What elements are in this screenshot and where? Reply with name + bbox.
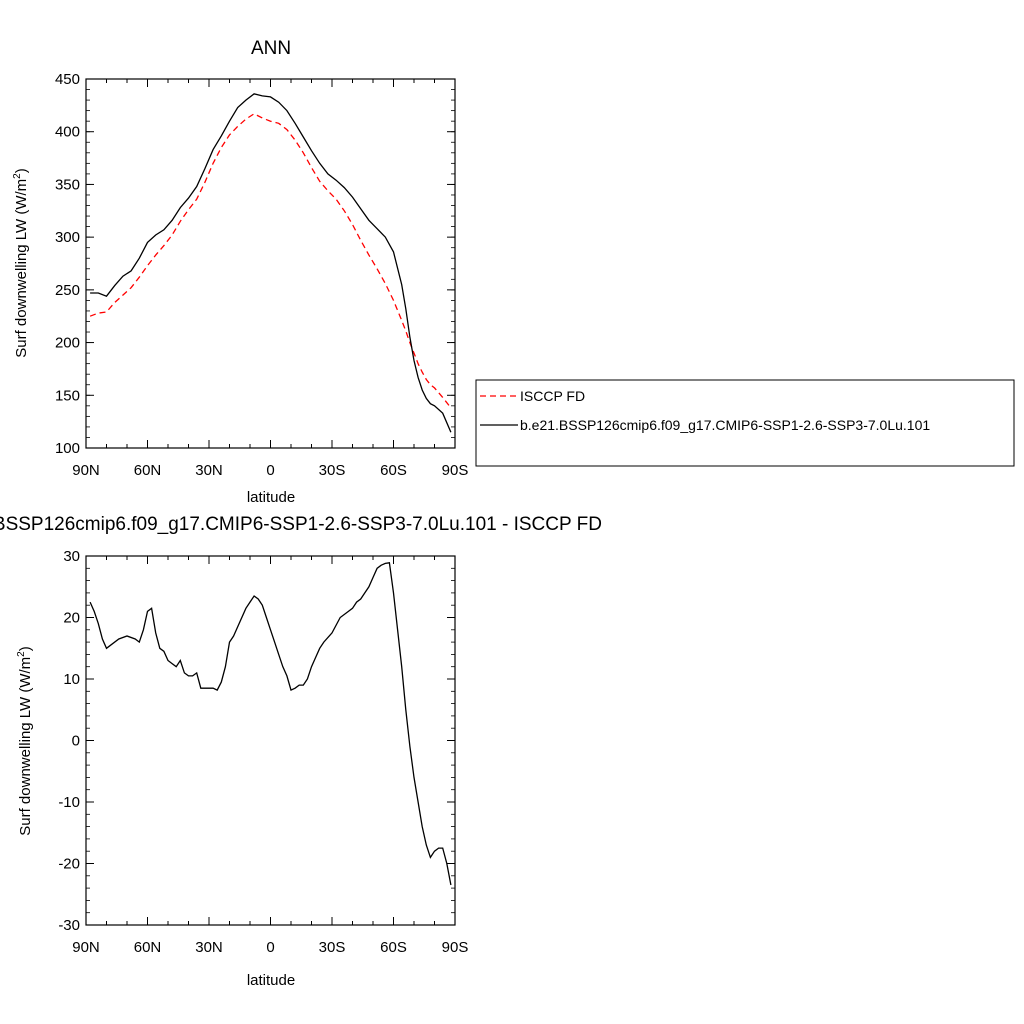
y-tick-label: 350 xyxy=(55,176,80,193)
y-tick-label: -10 xyxy=(58,794,80,811)
y-tick-label: -30 xyxy=(58,917,80,934)
bottom-panel: b.e21.BSSP126cmip6.f09_g17.CMIP6-SSP1-2.… xyxy=(0,514,602,989)
x-tick-label: 60N xyxy=(134,939,162,956)
x-tick-label: 0 xyxy=(266,939,274,956)
x-tick-label: 60S xyxy=(380,939,407,956)
series-line-0 xyxy=(89,113,452,409)
x-tick-label: 0 xyxy=(266,462,274,479)
bottom-plot-lines xyxy=(89,562,452,886)
y-tick-label: 100 xyxy=(55,440,80,457)
bottom-y-axis-label: Surf downwelling LW (W/m2) xyxy=(16,646,34,836)
x-tick-label: 60N xyxy=(134,462,162,479)
y-tick-label: -20 xyxy=(58,856,80,873)
top-x-axis-label: latitude xyxy=(247,489,295,506)
x-tick-label: 30S xyxy=(319,939,346,956)
series-line-1 xyxy=(90,93,452,433)
legend-box xyxy=(475,379,1015,467)
bottom-axis-ticks: 90N 60N 30N 0 30S 60S 90S -30 -20 -10 0 10 20 30 xyxy=(58,548,468,956)
series-line-0 xyxy=(89,562,452,886)
y-tick-label: 20 xyxy=(63,610,80,627)
top-plot-frame xyxy=(85,78,456,449)
x-tick-label: 90S xyxy=(442,939,469,956)
bottom-x-axis-label: latitude xyxy=(247,972,295,989)
bottom-plot-frame xyxy=(85,555,456,926)
x-tick-label: 30N xyxy=(195,462,223,479)
x-tick-label: 90N xyxy=(72,462,100,479)
y-tick-label: 250 xyxy=(55,282,80,299)
y-tick-label: 0 xyxy=(72,733,80,750)
x-tick-label: 30S xyxy=(319,462,346,479)
top-chart-title: ANN xyxy=(251,38,291,59)
top-panel: ANN 90N 60N 30N 0 30S 60S 90S 100 150 200 250 300 35… xyxy=(12,38,468,506)
legend: ISCCP FD b.e21.BSSP126cmip6.f09_g17.CMIP… xyxy=(475,379,1015,467)
x-tick-label: 30N xyxy=(195,939,223,956)
y-tick-label: 450 xyxy=(55,71,80,88)
y-tick-label: 300 xyxy=(55,229,80,246)
y-tick-label: 150 xyxy=(55,387,80,404)
y-tick-label: 200 xyxy=(55,335,80,352)
top-y-axis-label: Surf downwelling LW (W/m2) xyxy=(12,168,30,358)
legend-label-isccp: ISCCP FD xyxy=(520,388,585,404)
y-tick-label: 30 xyxy=(63,548,80,565)
bottom-chart-title: b.e21.BSSP126cmip6.f09_g17.CMIP6-SSP1-2.… xyxy=(0,514,602,535)
y-tick-label: 400 xyxy=(55,124,80,141)
y-tick-label: 10 xyxy=(63,671,80,688)
top-plot-lines xyxy=(89,93,452,433)
x-tick-label: 90N xyxy=(72,939,100,956)
legend-label-model: b.e21.BSSP126cmip6.f09_g17.CMIP6-SSP1-2.… xyxy=(520,417,930,433)
top-axis-ticks: 90N 60N 30N 0 30S 60S 90S 100 150 200 250 300 350 400… xyxy=(55,71,468,479)
x-tick-label: 90S xyxy=(442,462,469,479)
x-tick-label: 60S xyxy=(380,462,407,479)
